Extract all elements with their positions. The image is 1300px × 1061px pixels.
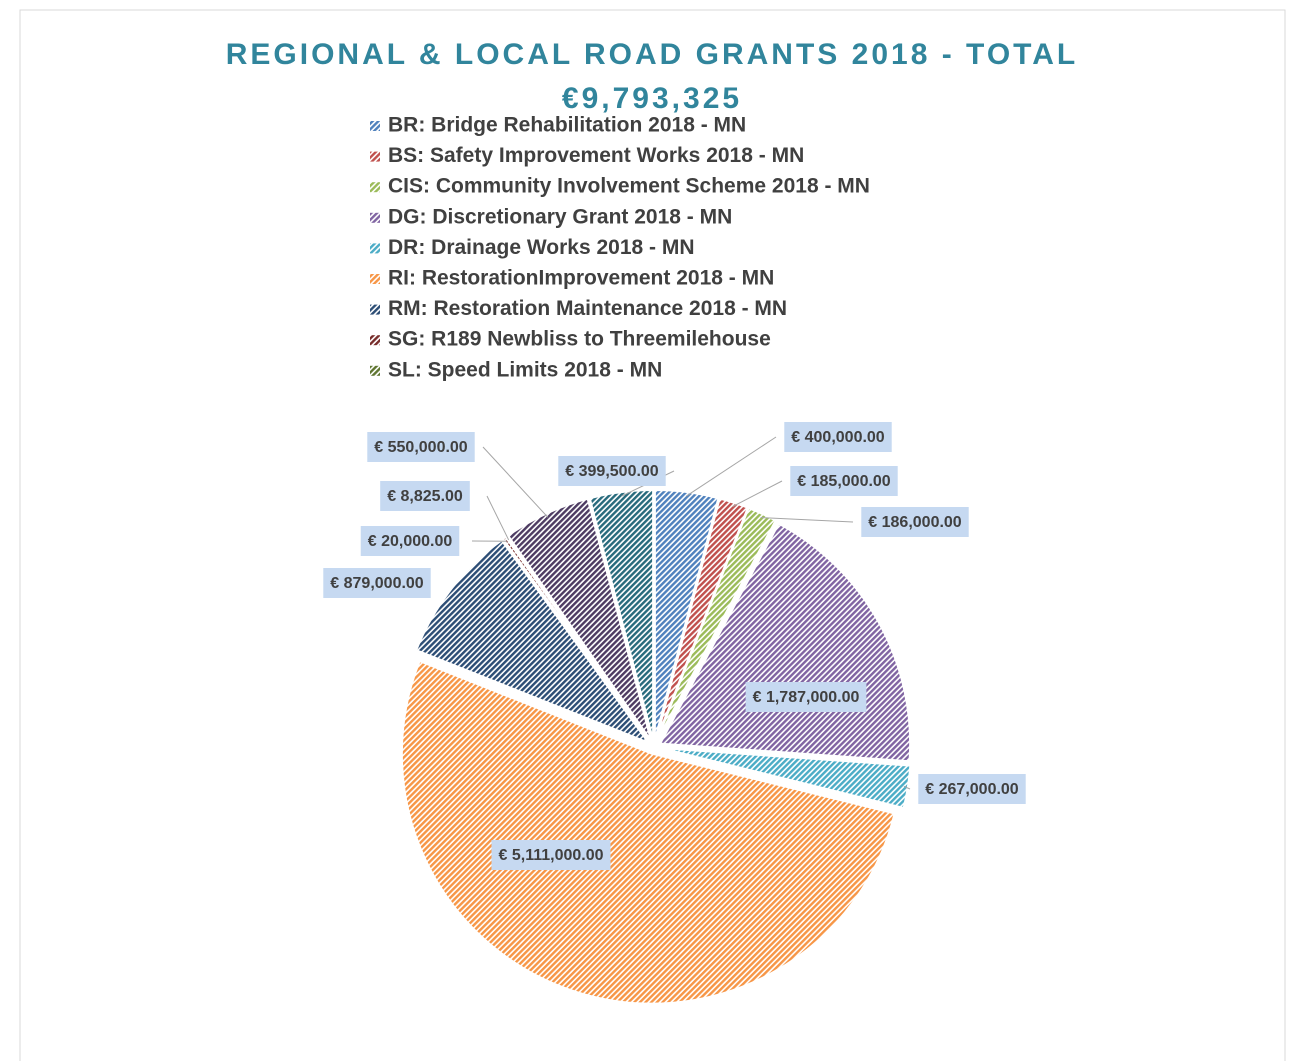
leader-line: [686, 436, 777, 497]
legend-label: BR: Bridge Rehabilitation 2018 - MN: [388, 114, 746, 137]
data-label: € 550,000.00: [374, 439, 468, 456]
chart-title: REGIONAL & LOCAL ROAD GRANTS 2018 - TOTA…: [226, 38, 1079, 71]
legend-label: RI: RestorationImprovement 2018 - MN: [388, 267, 774, 290]
legend-swatch: [370, 121, 380, 131]
leader-line: [486, 495, 510, 541]
data-label-box: [745, 682, 867, 712]
legend-label: SL: Speed Limits 2018 - MN: [388, 358, 662, 381]
pie-slice: [400, 659, 896, 1005]
leader-line: [903, 785, 911, 790]
legend-label: CIS: Community Involvement Scheme 2018 -…: [388, 175, 870, 198]
data-label-box: [491, 840, 611, 870]
legend-swatch: [370, 243, 380, 254]
legend-swatch: [370, 151, 380, 162]
leader-line: [732, 480, 783, 507]
legend-swatch: [370, 212, 380, 223]
pie-slice: [656, 506, 777, 742]
data-label: € 267,000.00: [925, 781, 1019, 798]
data-label: € 186,000.00: [868, 514, 962, 531]
data-label: € 5,111,000.00: [499, 847, 604, 864]
legend-label: RM: Restoration Maintenance 2018 - MN: [388, 297, 787, 320]
data-label-box: [367, 432, 475, 462]
pie-slice: [653, 489, 720, 741]
pie-slice: [588, 489, 655, 741]
chart-title: €9,793,325: [562, 82, 742, 115]
data-label: € 20,000.00: [368, 533, 453, 550]
data-label: € 8,825.00: [387, 488, 463, 505]
legend-swatch: [370, 304, 380, 315]
leader-line: [760, 517, 854, 523]
leader-line: [482, 446, 549, 518]
data-label: € 400,000.00: [791, 429, 885, 446]
data-label-box: [784, 422, 892, 452]
data-label-box: [861, 507, 969, 537]
legend-label: DR: Drainage Works 2018 - MN: [388, 236, 695, 259]
legend-swatch: [370, 182, 380, 193]
data-label: € 185,000.00: [797, 473, 891, 490]
legend-label: DG: Discretionary Grant 2018 - MN: [388, 205, 732, 228]
data-label-box: [360, 526, 460, 556]
pie-slice: [414, 538, 652, 745]
pie-slice: [506, 497, 653, 742]
data-label: € 399,500.00: [565, 463, 659, 480]
legend-swatch: [370, 274, 380, 284]
legend-label: BS: Safety Improvement Works 2018 - MN: [388, 144, 804, 167]
slices: [400, 489, 912, 1005]
data-label-box: [323, 568, 431, 598]
legend-swatch: [370, 365, 380, 376]
data-label-box: [790, 466, 898, 496]
data-label-box: [918, 774, 1026, 804]
legend-label: SG: R189 Newbliss to Threemilehouse: [388, 328, 771, 351]
data-label-box: [380, 481, 470, 511]
data-label: € 1,787,000.00: [753, 689, 860, 706]
legend-swatch: [370, 335, 380, 346]
data-label-box: [558, 456, 666, 486]
data-label: € 879,000.00: [330, 575, 424, 592]
pie-slice: [660, 747, 912, 810]
